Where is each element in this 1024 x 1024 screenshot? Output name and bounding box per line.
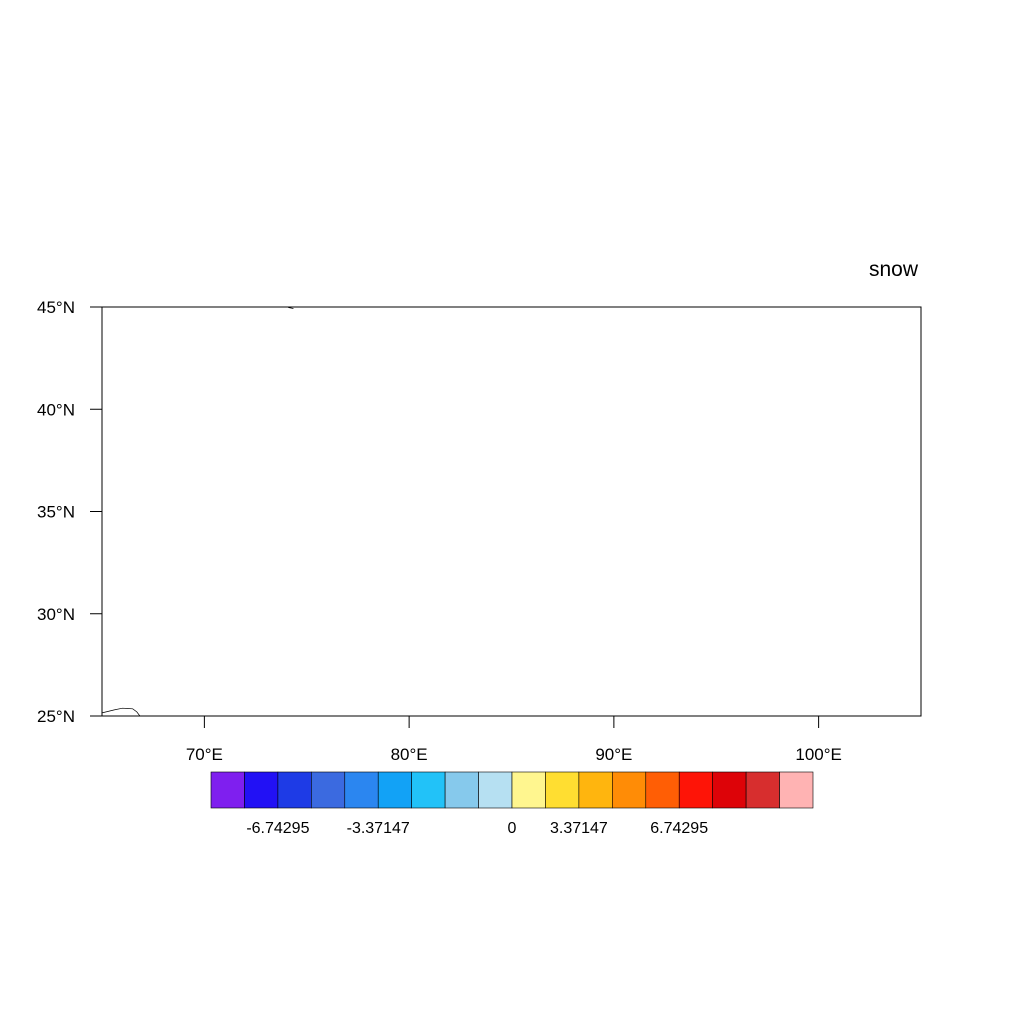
colorbar-swatch — [612, 771, 647, 809]
colorbar-swatch — [545, 771, 580, 809]
colorbar-label: 6.74295 — [650, 820, 708, 837]
lat-tick-label: 45°N — [37, 298, 75, 317]
colorbar: -6.74295 -3.37147 0 3.37147 6.74295 — [210, 771, 814, 837]
colorbar-swatch — [344, 771, 379, 809]
colorbar-swatch — [244, 771, 279, 809]
lon-tick-label: 70°E — [186, 745, 223, 764]
colorbar-swatch — [779, 771, 814, 809]
lon-tick-label: 80°E — [391, 745, 428, 764]
coastline-fragment — [288, 307, 294, 309]
colorbar-swatch — [745, 771, 780, 809]
lon-tick-label: 90°E — [595, 745, 632, 764]
colorbar-swatch — [277, 771, 312, 809]
map-frame — [101, 306, 922, 717]
plot-title: snow — [868, 258, 918, 281]
colorbar-swatch — [311, 771, 346, 809]
map-panel: 45°N 40°N 35°N 30°N 25°N 70°E 80°E 90°E 100°E — [37, 298, 922, 764]
colorbar-swatch — [210, 771, 245, 809]
colorbar-swatch — [578, 771, 613, 809]
colorbar-swatch — [478, 771, 513, 809]
colorbar-label: -6.74295 — [246, 820, 309, 837]
colorbar-swatch — [411, 771, 446, 809]
coastline — [101, 707, 141, 717]
colorbar-swatch — [645, 771, 680, 809]
colorbar-swatch — [444, 771, 479, 809]
lat-tick-label: 35°N — [37, 503, 75, 522]
colorbar-swatch — [377, 771, 412, 809]
colorbar-label: 0 — [508, 820, 517, 837]
lon-tick-label: 100°E — [795, 745, 842, 764]
colorbar-swatch — [712, 771, 747, 809]
colorbar-swatch — [678, 771, 713, 809]
lat-tick-label: 25°N — [37, 707, 75, 726]
lat-tick-label: 30°N — [37, 605, 75, 624]
colorbar-label: 3.37147 — [550, 820, 608, 837]
colorbar-swatch — [511, 771, 546, 809]
colorbar-label: -3.37147 — [347, 820, 410, 837]
lat-tick-label: 40°N — [37, 400, 75, 419]
